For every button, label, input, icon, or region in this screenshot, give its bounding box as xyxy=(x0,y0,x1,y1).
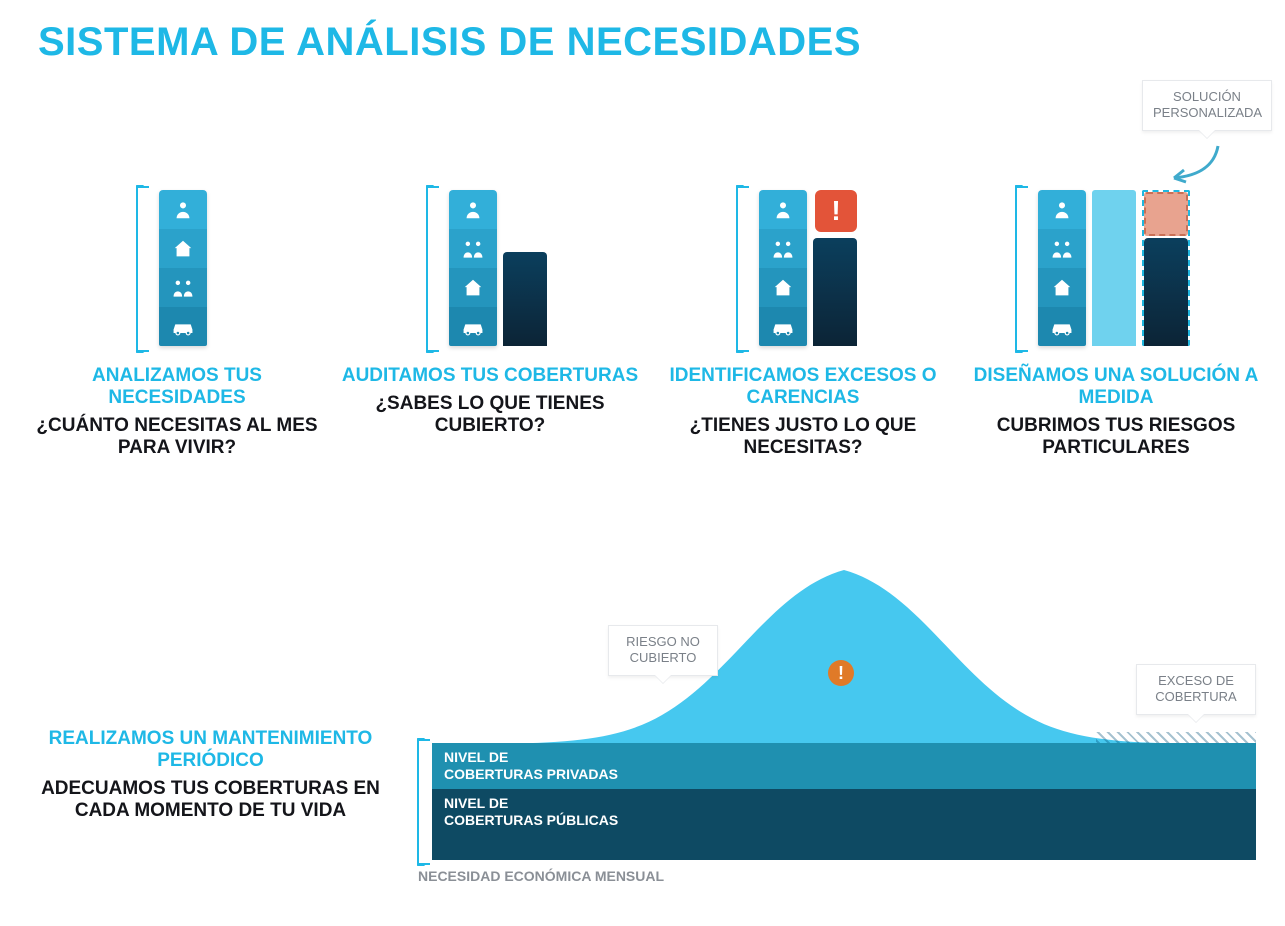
coverage-chart: NIVEL DE COBERTURAS PRIVADAS NIVEL DE CO… xyxy=(416,560,1256,890)
maintenance-text: REALIZAMOS UN MANTENIMIENTO PERIÓDICO AD… xyxy=(38,728,383,821)
step-analyze-illustration xyxy=(27,90,327,355)
maintenance-section: REALIZAMOS UN MANTENIMIENTO PERIÓDICO AD… xyxy=(38,560,1255,905)
step-design-illustration: SOLUCIÓN PERSONALIZADA xyxy=(966,90,1266,355)
coverage-bar xyxy=(503,252,547,346)
callout-personalized: SOLUCIÓN PERSONALIZADA xyxy=(1142,80,1272,131)
tower-home-icon xyxy=(759,268,807,307)
steps-row: ANALIZAMOS TUS NECESIDADES ¿CUÁNTO NECES… xyxy=(27,90,1266,458)
step-audit-subtitle: ¿SABES LO QUE TIENES CUBIERTO? xyxy=(340,393,640,437)
tower-family-icon xyxy=(449,229,497,268)
tower-person-icon xyxy=(1038,190,1086,229)
bracket-icon xyxy=(1014,185,1028,353)
step-analyze-subtitle: ¿CUÁNTO NECESITAS AL MES PARA VIVIR? xyxy=(27,415,327,459)
band-private-line1: NIVEL DE xyxy=(444,749,508,765)
arrow-icon xyxy=(1160,142,1224,192)
maintenance-subtitle: ADECUAMOS TUS COBERTURAS EN CADA MOMENTO… xyxy=(38,778,383,822)
step-audit-title: AUDITAMOS TUS COBERTURAS xyxy=(340,365,640,387)
step-identify-illustration: ! xyxy=(653,90,953,355)
needs-tower xyxy=(1038,190,1086,346)
tower-car-icon xyxy=(449,307,497,346)
step-audit-illustration xyxy=(340,90,640,355)
tower-home-icon xyxy=(449,268,497,307)
coverage-bar xyxy=(813,238,857,346)
step-design-subtitle: CUBRIMOS TUS RIESGOS PARTICULARES xyxy=(966,415,1266,459)
tower-person-icon xyxy=(449,190,497,229)
step-design: SOLUCIÓN PERSONALIZADA xyxy=(966,90,1266,458)
bracket-icon xyxy=(735,185,749,353)
tower-car-icon xyxy=(759,307,807,346)
step-identify-title: IDENTIFICAMOS EXCESOS O CARENCIAS xyxy=(653,365,953,409)
tower-car-icon xyxy=(1038,307,1086,346)
step-design-title: DISEÑAMOS UNA SOLUCIÓN A MEDIDA xyxy=(966,365,1266,409)
risk-alert-icon: ! xyxy=(828,660,854,686)
bracket-icon xyxy=(135,185,149,353)
needs-tower xyxy=(759,190,807,346)
step-analyze-title: ANALIZAMOS TUS NECESIDADES xyxy=(27,365,327,409)
coverage-bar xyxy=(1144,238,1188,346)
step-analyze: ANALIZAMOS TUS NECESIDADES ¿CUÁNTO NECES… xyxy=(27,90,327,458)
axis-label: NECESIDAD ECONÓMICA MENSUAL xyxy=(418,868,664,884)
band-private: NIVEL DE COBERTURAS PRIVADAS xyxy=(432,743,1256,789)
tower-person-icon xyxy=(159,190,207,229)
needs-tower xyxy=(159,190,207,346)
band-public: NIVEL DE COBERTURAS PÚBLICAS xyxy=(432,789,1256,860)
tower-family-icon xyxy=(1038,229,1086,268)
maintenance-title: REALIZAMOS UN MANTENIMIENTO PERIÓDICO xyxy=(38,728,383,772)
band-public-line1: NIVEL DE xyxy=(444,795,508,811)
callout-risk: RIESGO NO CUBIERTO xyxy=(608,625,718,676)
needs-tower xyxy=(449,190,497,346)
tower-family-icon xyxy=(159,268,207,307)
step-identify: ! IDENTIFICAMOS EXCESOS O CARENCIAS ¿TIE… xyxy=(653,90,953,458)
tower-family-icon xyxy=(759,229,807,268)
personalized-piece xyxy=(1144,192,1188,236)
callout-excess: EXCESO DE COBERTURA xyxy=(1136,664,1256,715)
risk-hump xyxy=(432,560,1256,744)
bracket-icon xyxy=(425,185,439,353)
band-public-line2: COBERTURAS PÚBLICAS xyxy=(444,812,618,828)
step-audit: AUDITAMOS TUS COBERTURAS ¿SABES LO QUE T… xyxy=(340,90,640,458)
tower-car-icon xyxy=(159,307,207,346)
tower-person-icon xyxy=(759,190,807,229)
step-identify-subtitle: ¿TIENES JUSTO LO QUE NECESITAS? xyxy=(653,415,953,459)
solution-fill-bar xyxy=(1092,190,1136,346)
tower-home-icon xyxy=(1038,268,1086,307)
page-title: SISTEMA DE ANÁLISIS DE NECESIDADES xyxy=(38,20,861,65)
band-private-line2: COBERTURAS PRIVADAS xyxy=(444,766,618,782)
bracket-icon xyxy=(416,738,430,866)
tower-home-icon xyxy=(159,229,207,268)
alert-icon: ! xyxy=(815,190,857,232)
